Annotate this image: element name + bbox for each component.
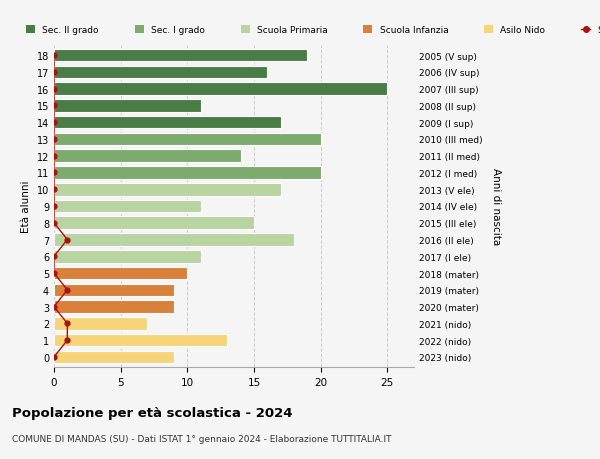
Bar (54, 184, 281, 196)
Bar (54, 133, 320, 146)
Bar (54, 200, 200, 213)
Text: Popolazione per età scolastica - 2024: Popolazione per età scolastica - 2024 (12, 406, 293, 419)
Text: COMUNE DI MANDAS (SU) - Dati ISTAT 1° gennaio 2024 - Elaborazione TUTTITALIA.IT: COMUNE DI MANDAS (SU) - Dati ISTAT 1° ge… (12, 434, 392, 443)
Bar (54, 318, 148, 330)
Bar (54, 83, 388, 95)
Bar (54, 217, 254, 230)
Bar (54, 267, 187, 280)
Bar (54, 117, 281, 129)
Bar (54, 67, 268, 79)
Bar (54, 234, 294, 246)
Bar (54, 167, 320, 179)
Bar (54, 251, 200, 263)
Bar (54, 50, 307, 62)
Bar (54, 351, 174, 364)
Bar (54, 100, 200, 112)
Bar (54, 301, 174, 313)
Bar (54, 334, 227, 347)
Bar (54, 284, 174, 297)
Bar (54, 150, 241, 162)
Y-axis label: Età alunni: Età alunni (21, 180, 31, 233)
Legend: Sec. II grado, Sec. I grado, Scuola Primaria, Scuola Infanzia, Asilo Nido, Stran: Sec. II grado, Sec. I grado, Scuola Prim… (26, 26, 600, 35)
Y-axis label: Anni di nascita: Anni di nascita (491, 168, 501, 245)
